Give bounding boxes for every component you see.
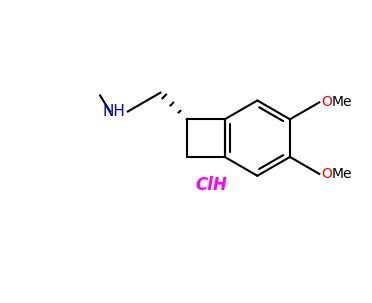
Text: ClH: ClH [195, 176, 227, 194]
Text: NH: NH [103, 104, 126, 119]
Text: O: O [321, 167, 332, 181]
Text: Me: Me [331, 95, 352, 109]
Text: Me: Me [331, 167, 352, 181]
Text: O: O [321, 95, 332, 109]
